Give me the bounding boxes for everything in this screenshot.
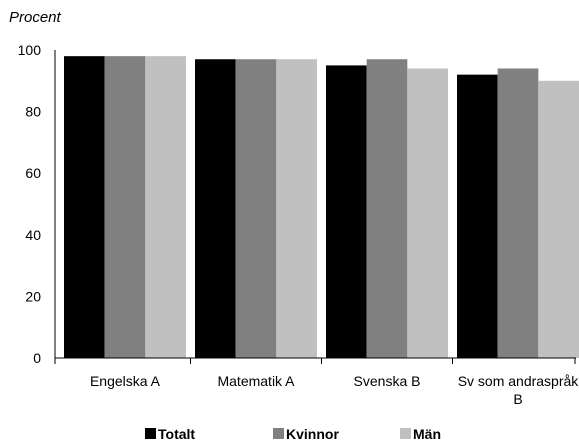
legend-swatch	[400, 428, 411, 439]
bar	[195, 59, 236, 359]
y-axis: 0 20 40 60 80 100	[18, 42, 42, 366]
bar	[326, 65, 367, 359]
bar	[457, 74, 498, 358]
y-tick-label: 80	[25, 104, 41, 120]
y-tick-label: 0	[33, 350, 41, 366]
category-label: B	[513, 391, 522, 407]
category-label: Engelska A	[90, 373, 161, 389]
bar	[104, 56, 146, 358]
bar	[64, 56, 105, 358]
bar	[497, 68, 539, 358]
legend-label: Totalt	[158, 426, 195, 442]
y-tick-label: 40	[25, 227, 41, 243]
y-tick-label: 20	[25, 288, 41, 304]
bar	[145, 56, 186, 358]
category-label: Svenska B	[354, 373, 421, 389]
bar	[235, 59, 277, 359]
x-axis-labels: Engelska A Matematik A Svenska B Sv som and…	[90, 373, 579, 407]
bar	[276, 59, 317, 359]
legend-label: Män	[413, 426, 441, 442]
bar	[366, 59, 408, 359]
axes	[54, 50, 576, 364]
category-label: Sv som andraspråk	[458, 373, 579, 389]
bar	[407, 68, 448, 358]
legend-label: Kvinnor	[286, 426, 339, 442]
legend-swatch	[273, 428, 284, 439]
legend-swatch	[145, 428, 156, 439]
bars	[64, 56, 579, 359]
y-axis-title: Procent	[9, 9, 62, 26]
bar	[538, 80, 579, 359]
legend: Totalt Kvinnor Män	[145, 426, 441, 442]
category-label: Matematik A	[217, 373, 295, 389]
y-tick-label: 60	[25, 165, 41, 181]
y-tick-label: 100	[18, 42, 42, 58]
